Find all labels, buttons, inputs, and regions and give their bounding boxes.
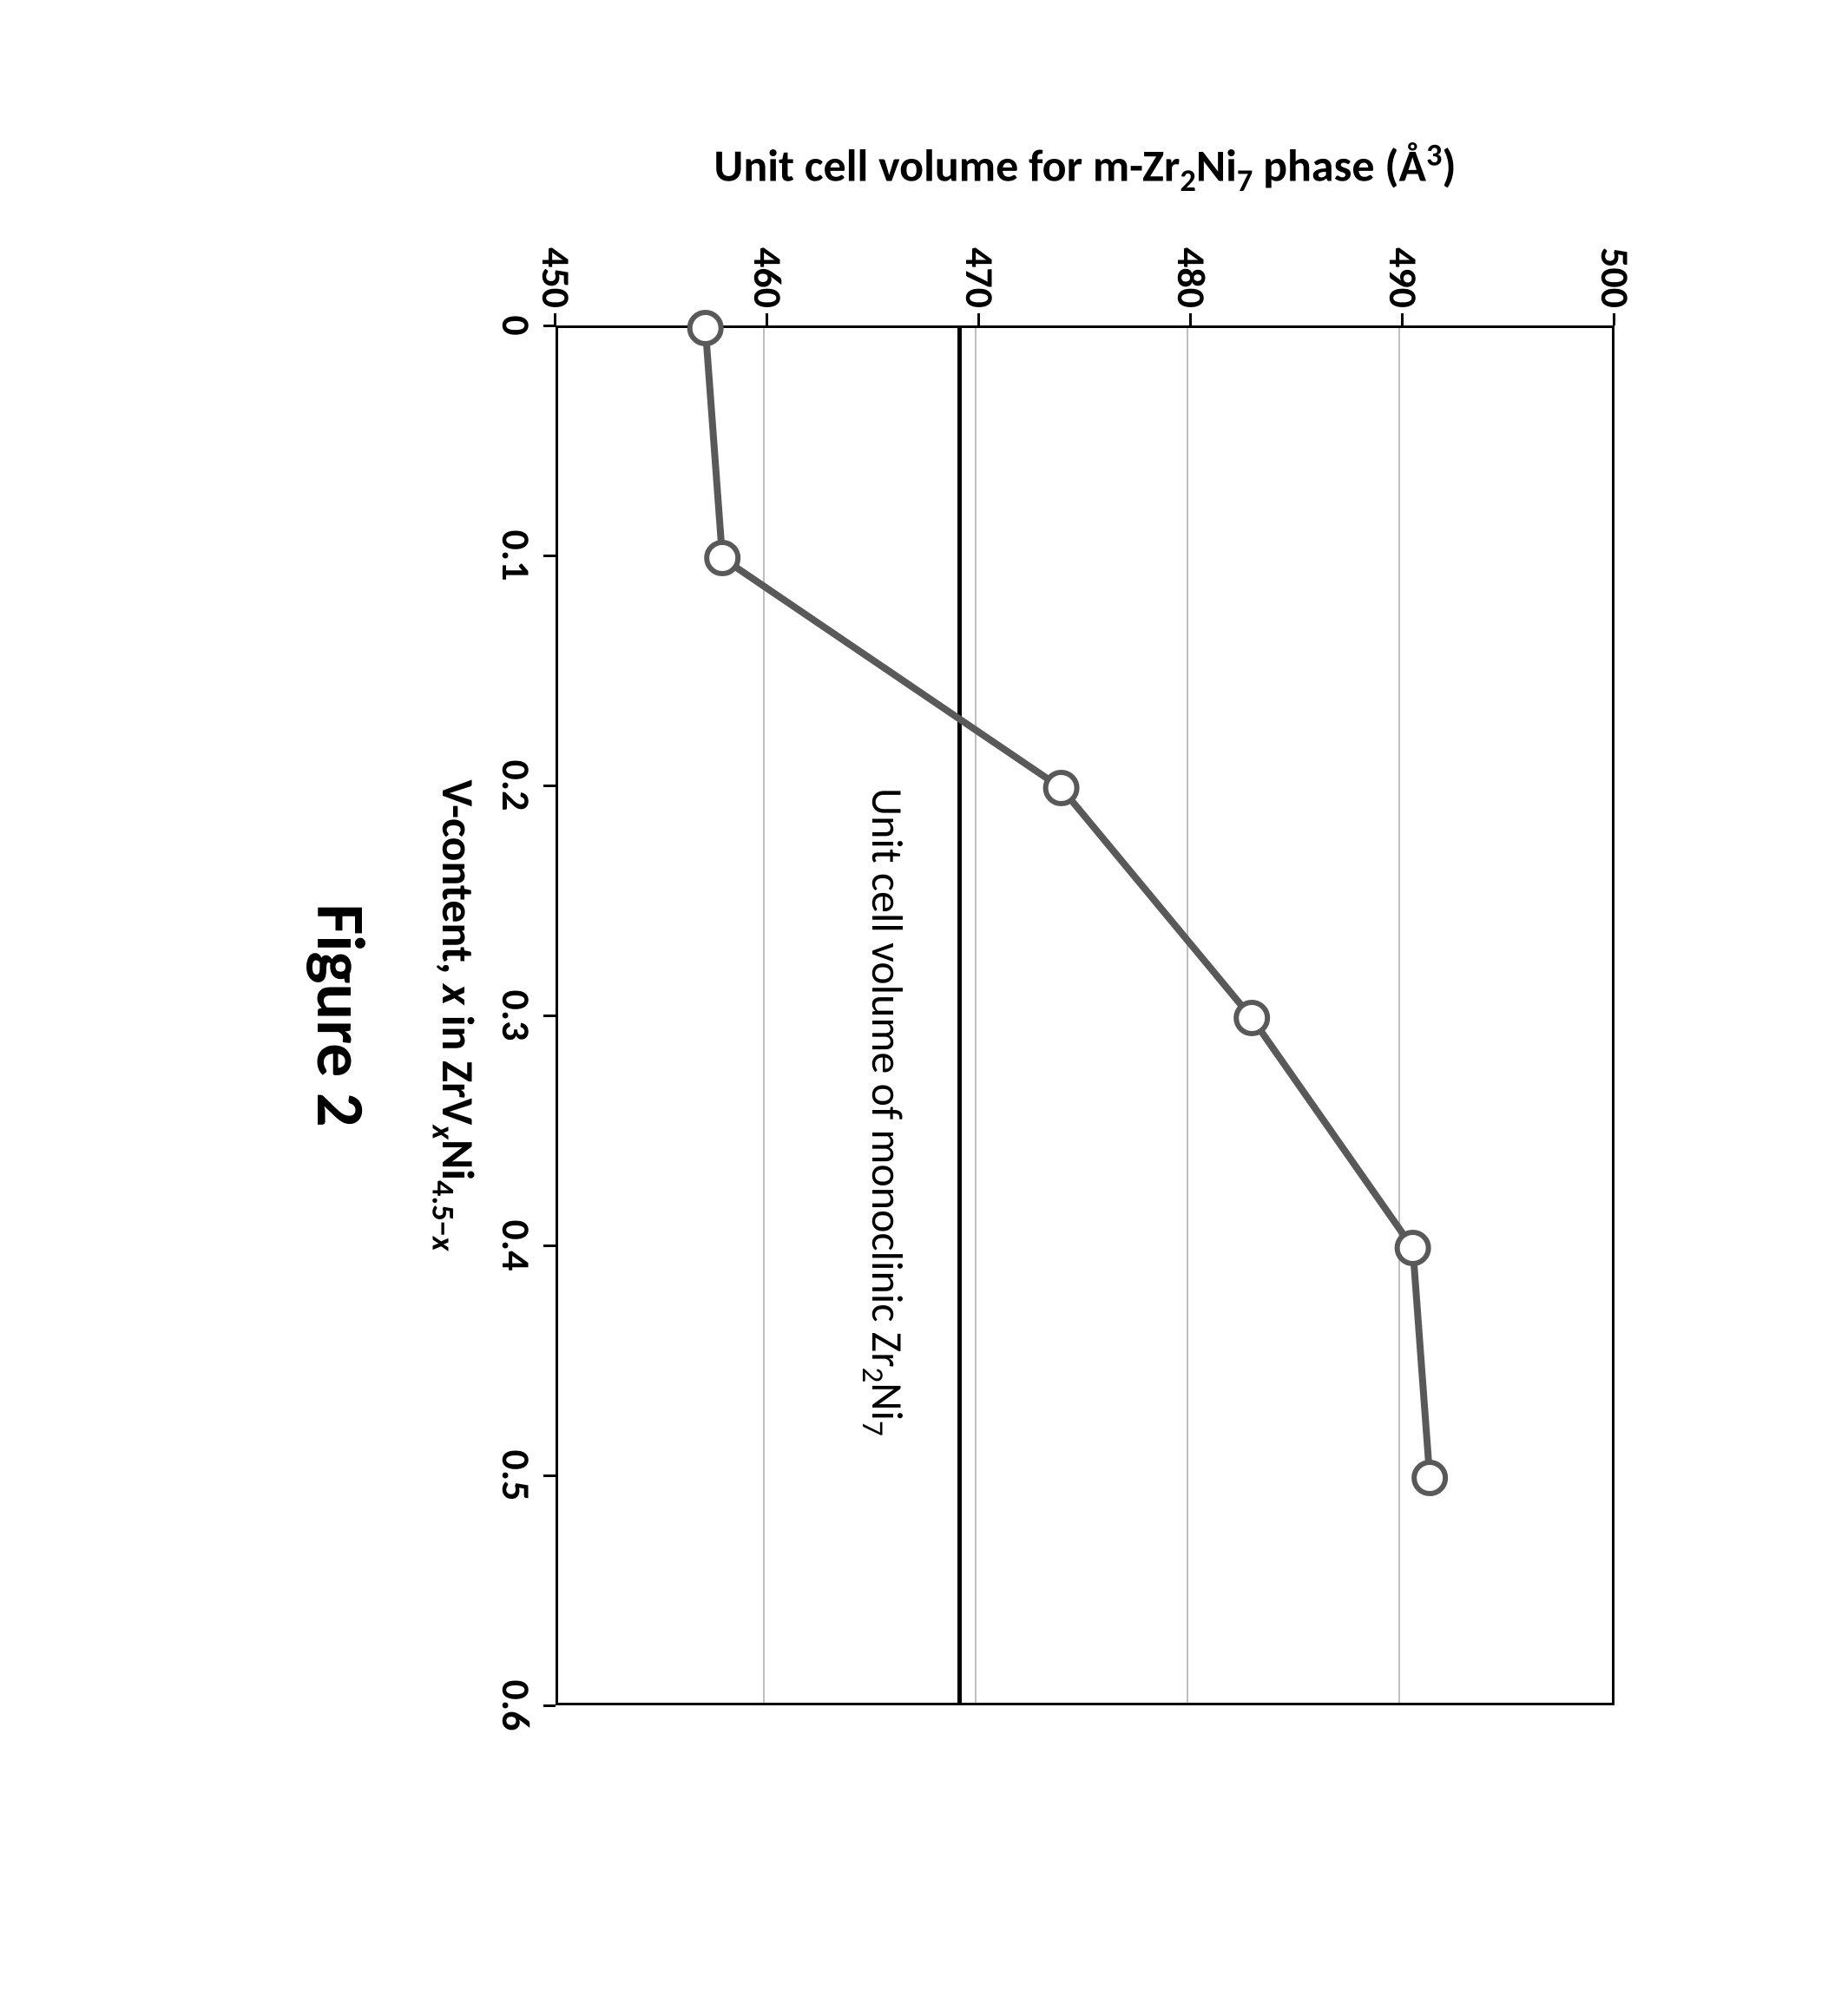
x-tick-label: 0.2 <box>491 760 540 811</box>
y-tick-label: 480 <box>1167 230 1215 308</box>
y-tick-label: 470 <box>955 230 1003 308</box>
y-tick <box>766 313 768 325</box>
data-point <box>707 542 738 574</box>
x-tick-label: 0.6 <box>491 1680 540 1731</box>
x-tick <box>543 1015 556 1017</box>
data-point <box>690 312 721 344</box>
data-point <box>1236 1002 1267 1034</box>
y-tick <box>1189 313 1192 325</box>
x-tick <box>543 785 556 787</box>
y-tick-label: 460 <box>743 230 792 308</box>
y-tick <box>1401 313 1404 325</box>
x-tick-label: 0 <box>491 315 540 335</box>
y-tick-label: 490 <box>1378 230 1427 308</box>
y-axis-label: Unit cell volume for m-Zr2Ni7 phase (Å3) <box>714 135 1456 200</box>
x-tick <box>543 1474 556 1477</box>
x-tick-label: 0.5 <box>491 1450 540 1501</box>
data-point <box>1046 772 1077 804</box>
figure-panel: Unit cell volume of monoclinic Zr2Ni7 Un… <box>195 156 1628 1744</box>
data-point <box>1414 1462 1445 1494</box>
y-tick-label: 450 <box>531 230 580 308</box>
x-tick-label: 0.1 <box>491 530 540 581</box>
y-tick <box>977 313 980 325</box>
x-tick <box>543 1244 556 1247</box>
plot-area: Unit cell volume of monoclinic Zr2Ni7 <box>556 325 1615 1705</box>
data-series <box>553 328 1612 1708</box>
x-tick-label: 0.4 <box>491 1220 540 1271</box>
x-tick <box>543 1704 556 1707</box>
y-tick <box>554 313 556 325</box>
x-tick <box>543 555 556 557</box>
data-point <box>1398 1232 1429 1264</box>
y-tick-label: 500 <box>1590 230 1639 308</box>
y-tick <box>1613 313 1615 325</box>
page: Unit cell volume of monoclinic Zr2Ni7 Un… <box>0 0 1848 2003</box>
figure-caption: Figure 2 <box>299 903 382 1126</box>
x-axis-label: V-content, x in ZrVxNi4.5−x <box>424 780 486 1251</box>
x-tick-label: 0.3 <box>491 990 540 1041</box>
